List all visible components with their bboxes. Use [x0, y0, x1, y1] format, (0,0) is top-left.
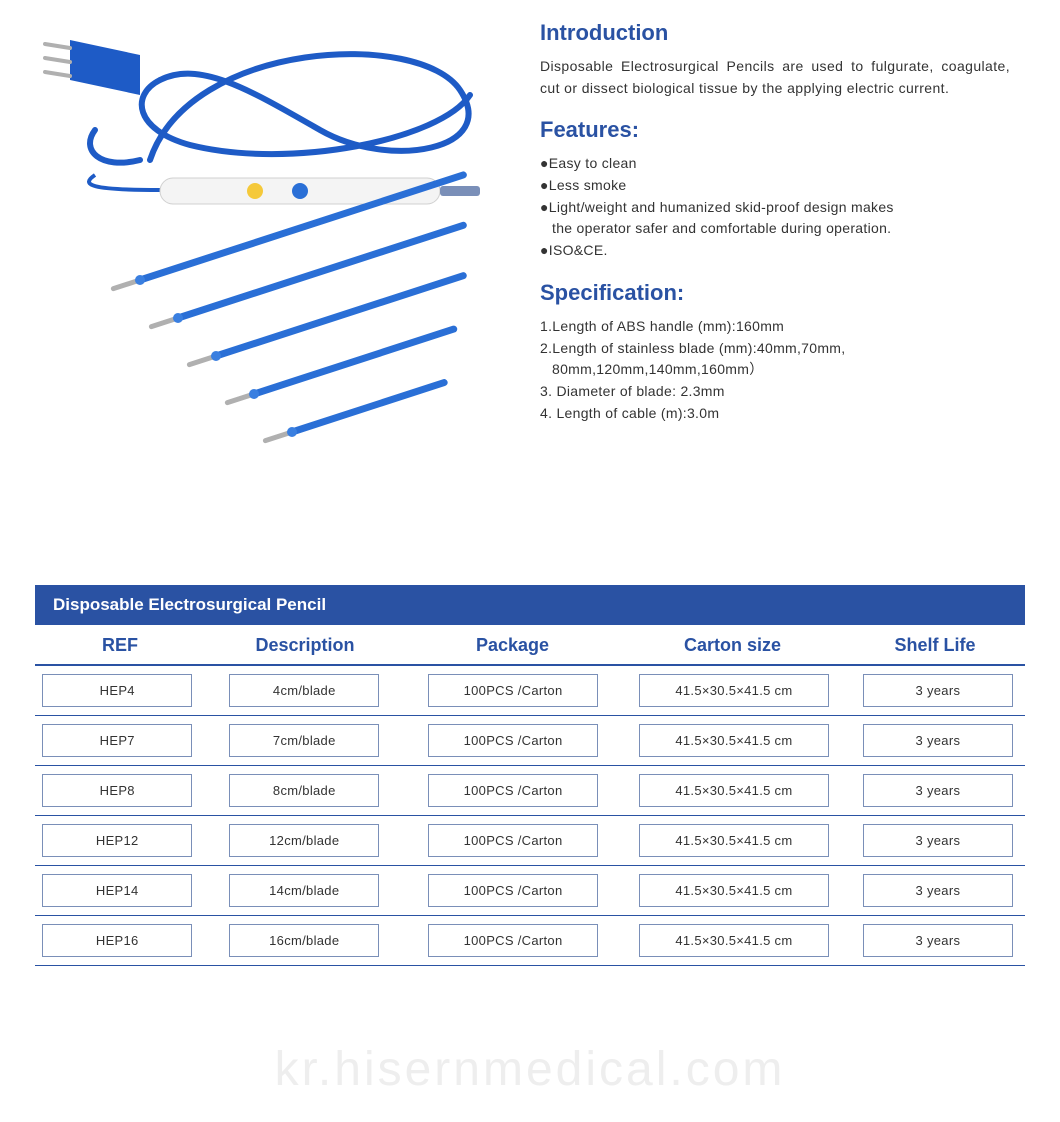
table-cell: 41.5×30.5×41.5 cm: [639, 924, 829, 957]
table-body: HEP4 4cm/blade 100PCS /Carton 41.5×30.5×41.…: [35, 666, 1025, 966]
col-header-description: Description: [205, 635, 405, 656]
table-cell: 3 years: [863, 774, 1013, 807]
table-section: Disposable Electrosurgical Pencil REF De…: [35, 585, 1025, 966]
table-cell-wrap: 100PCS /Carton: [409, 674, 617, 707]
table-cell-wrap: 100PCS /Carton: [409, 774, 617, 807]
feature-item: ●ISO&CE.: [540, 240, 1010, 262]
spec-item: 80mm,120mm,140mm,160mm）: [540, 359, 1010, 381]
table-cell: 41.5×30.5×41.5 cm: [639, 824, 829, 857]
table-cell-wrap: 3 years: [851, 724, 1025, 757]
table-cell-wrap: HEP7: [35, 724, 200, 757]
table-cell-wrap: 8cm/blade: [208, 774, 402, 807]
feature-item: the operator safer and comfortable durin…: [540, 218, 1010, 240]
table-cell: 41.5×30.5×41.5 cm: [639, 774, 829, 807]
table-row: HEP12 12cm/blade 100PCS /Carton 41.5×30.5×4…: [35, 816, 1025, 866]
table-cell: 100PCS /Carton: [428, 924, 598, 957]
table-cell-wrap: HEP12: [35, 824, 200, 857]
table-header-row: REF Description Package Carton size Shel…: [35, 625, 1025, 666]
table-cell: HEP12: [42, 824, 192, 857]
table-row: HEP8 8cm/blade 100PCS /Carton 41.5×30.5×41.…: [35, 766, 1025, 816]
table-cell: 16cm/blade: [229, 924, 379, 957]
spec-item: 4. Length of cable (m):3.0m: [540, 403, 1010, 425]
table-row: HEP4 4cm/blade 100PCS /Carton 41.5×30.5×41.…: [35, 666, 1025, 716]
table-cell-wrap: 4cm/blade: [208, 674, 402, 707]
feature-item: ●Easy to clean: [540, 153, 1010, 175]
feature-item: ●Less smoke: [540, 175, 1010, 197]
table-cell: HEP14: [42, 874, 192, 907]
spec-item: 1.Length of ABS handle (mm):160mm: [540, 316, 1010, 338]
col-header-package: Package: [405, 635, 620, 656]
table-cell-wrap: 100PCS /Carton: [409, 824, 617, 857]
top-section: Introduction Disposable Electrosurgical …: [0, 0, 1060, 485]
table-cell: 100PCS /Carton: [428, 674, 598, 707]
table-cell: 8cm/blade: [229, 774, 379, 807]
spec-list: 1.Length of ABS handle (mm):160mm2.Lengt…: [540, 316, 1010, 424]
intro-body: Disposable Electrosurgical Pencils are u…: [540, 56, 1010, 99]
spec-item: 2.Length of stainless blade (mm):40mm,70…: [540, 338, 1010, 360]
table-cell-wrap: 12cm/blade: [208, 824, 402, 857]
spec-item: 3. Diameter of blade: 2.3mm: [540, 381, 1010, 403]
table-cell-wrap: 41.5×30.5×41.5 cm: [625, 874, 843, 907]
table-cell-wrap: 16cm/blade: [208, 924, 402, 957]
table-cell: 3 years: [863, 924, 1013, 957]
table-cell: HEP16: [42, 924, 192, 957]
table-cell-wrap: 100PCS /Carton: [409, 924, 617, 957]
watermark-text: kr.hisernmedical.com: [0, 1042, 1060, 1097]
features-list: ●Easy to clean●Less smoke●Light/weight a…: [540, 153, 1010, 261]
table-cell: HEP8: [42, 774, 192, 807]
col-header-shelflife: Shelf Life: [845, 635, 1025, 656]
intro-title: Introduction: [540, 20, 1010, 46]
table-cell: 4cm/blade: [229, 674, 379, 707]
col-header-ref: REF: [35, 635, 205, 656]
table-cell: 3 years: [863, 874, 1013, 907]
table-cell: 7cm/blade: [229, 724, 379, 757]
table-cell: 100PCS /Carton: [428, 774, 598, 807]
table-cell-wrap: 7cm/blade: [208, 724, 402, 757]
table-cell-wrap: 100PCS /Carton: [409, 874, 617, 907]
spec-table: REF Description Package Carton size Shel…: [35, 625, 1025, 966]
table-cell-wrap: 41.5×30.5×41.5 cm: [625, 824, 843, 857]
table-cell: 12cm/blade: [229, 824, 379, 857]
table-cell: 100PCS /Carton: [428, 874, 598, 907]
table-cell: 3 years: [863, 674, 1013, 707]
table-cell-wrap: 41.5×30.5×41.5 cm: [625, 674, 843, 707]
table-cell-wrap: 3 years: [851, 874, 1025, 907]
table-cell: 100PCS /Carton: [428, 824, 598, 857]
table-cell-wrap: 3 years: [851, 824, 1025, 857]
feature-item: ●Light/weight and humanized skid-proof d…: [540, 197, 1010, 219]
table-cell-wrap: 14cm/blade: [208, 874, 402, 907]
table-cell-wrap: 41.5×30.5×41.5 cm: [625, 924, 843, 957]
table-cell: HEP7: [42, 724, 192, 757]
table-cell: 14cm/blade: [229, 874, 379, 907]
table-cell: 3 years: [863, 824, 1013, 857]
table-cell: 41.5×30.5×41.5 cm: [639, 724, 829, 757]
table-cell: 41.5×30.5×41.5 cm: [639, 674, 829, 707]
product-image-column: [40, 20, 500, 485]
table-cell-wrap: 3 years: [851, 674, 1025, 707]
table-cell: 3 years: [863, 724, 1013, 757]
table-cell-wrap: HEP8: [35, 774, 200, 807]
table-cell: HEP4: [42, 674, 192, 707]
table-title: Disposable Electrosurgical Pencil: [35, 585, 1025, 625]
table-cell-wrap: 3 years: [851, 774, 1025, 807]
spec-title: Specification:: [540, 280, 1010, 306]
table-cell-wrap: HEP16: [35, 924, 200, 957]
table-cell-wrap: 3 years: [851, 924, 1025, 957]
table-row: HEP16 16cm/blade 100PCS /Carton 41.5×30.5×4…: [35, 916, 1025, 966]
table-cell-wrap: HEP14: [35, 874, 200, 907]
table-cell-wrap: 41.5×30.5×41.5 cm: [625, 724, 843, 757]
table-cell: 100PCS /Carton: [428, 724, 598, 757]
table-cell-wrap: HEP4: [35, 674, 200, 707]
features-title: Features:: [540, 117, 1010, 143]
col-header-carton: Carton size: [620, 635, 845, 656]
table-cell-wrap: 100PCS /Carton: [409, 724, 617, 757]
table-cell: 41.5×30.5×41.5 cm: [639, 874, 829, 907]
table-cell-wrap: 41.5×30.5×41.5 cm: [625, 774, 843, 807]
text-column: Introduction Disposable Electrosurgical …: [540, 20, 1020, 485]
table-row: HEP7 7cm/blade 100PCS /Carton 41.5×30.5×41.…: [35, 716, 1025, 766]
table-row: HEP14 14cm/blade 100PCS /Carton 41.5×30.5×4…: [35, 866, 1025, 916]
product-illustration: [40, 20, 500, 480]
